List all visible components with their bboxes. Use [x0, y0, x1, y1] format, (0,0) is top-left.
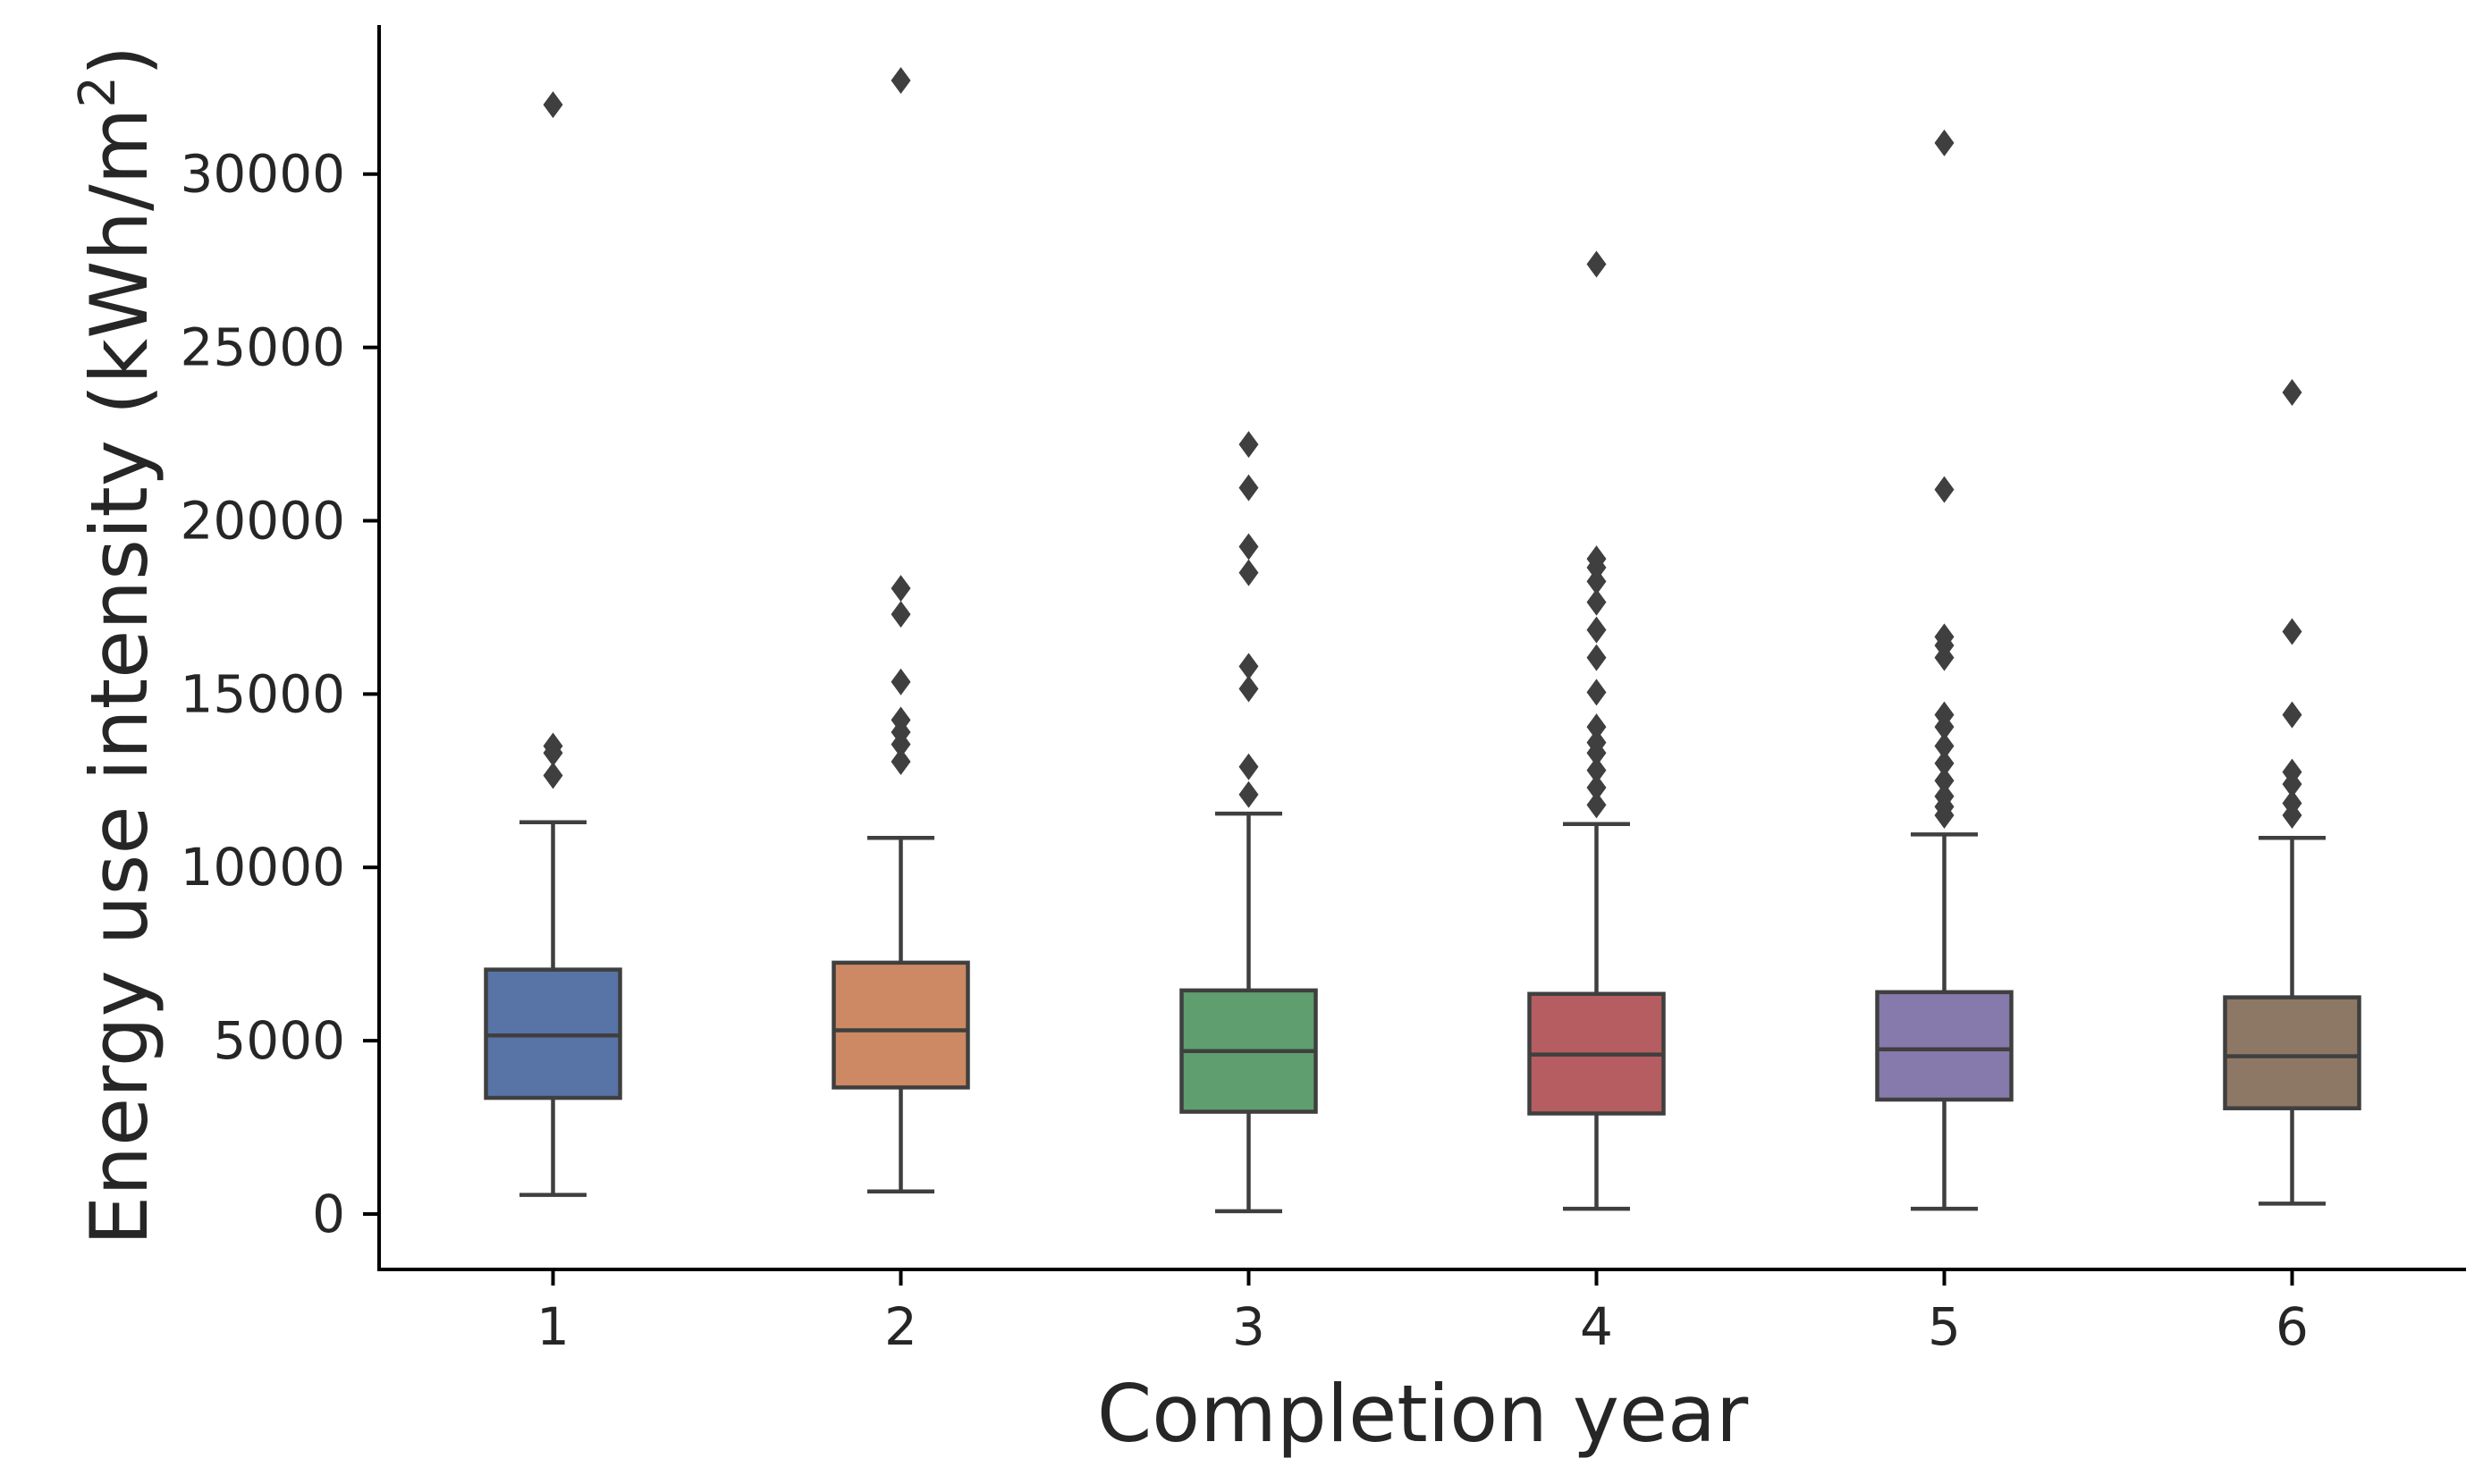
outlier-point — [1934, 767, 1955, 795]
x-tick-label: 3 — [1232, 1296, 1265, 1357]
outlier-point — [1934, 476, 1955, 503]
y-tick-label: 25000 — [180, 317, 345, 378]
outlier-point — [1934, 623, 1955, 651]
outlier-point — [891, 668, 911, 696]
outlier-point — [891, 601, 911, 628]
outlier-point — [891, 575, 911, 603]
box-group-5 — [1875, 129, 2014, 1211]
outlier-point — [1586, 250, 1607, 278]
outlier-point — [1934, 782, 1955, 810]
outlier-point — [1586, 713, 1607, 741]
outlier-point — [1934, 732, 1955, 760]
outlier-point — [891, 67, 911, 95]
outlier-point — [1238, 653, 1259, 680]
y-tick-label: 15000 — [180, 663, 345, 724]
y-axis-ticks: 0 5000 10000 15000 20000 25000 30000 — [180, 144, 379, 1244]
outlier-point — [891, 747, 911, 775]
outlier-point — [1934, 701, 1955, 729]
y-axis-title-superscript: 2 — [69, 76, 127, 108]
box-group-3 — [1179, 431, 1318, 1214]
outlier-point — [2282, 758, 2302, 786]
box-group-2 — [832, 67, 970, 1194]
y-tick-label: 5000 — [213, 1010, 345, 1071]
outlier-point — [1238, 753, 1259, 780]
outlier-point — [1586, 568, 1607, 595]
y-tick-label: 0 — [312, 1184, 345, 1244]
y-axis-title-close: ) — [73, 46, 165, 76]
iqr-box — [832, 960, 970, 1090]
outlier-point — [1238, 533, 1259, 561]
x-tick-label: 6 — [2276, 1296, 2309, 1357]
outlier-point — [1586, 756, 1607, 784]
outlier-point — [1586, 616, 1607, 644]
outlier-point — [2282, 789, 2302, 817]
outlier-point — [1586, 774, 1607, 802]
outlier-point — [1586, 588, 1607, 616]
outlier-point — [891, 706, 911, 734]
outlier-point — [543, 732, 563, 760]
outlier-point — [2282, 701, 2302, 729]
outlier-point — [543, 762, 563, 789]
y-tick-label: 20000 — [180, 490, 345, 551]
outlier-point — [1586, 729, 1607, 756]
outlier-point — [1586, 644, 1607, 671]
outlier-point — [1586, 679, 1607, 706]
iqr-box — [1875, 990, 2014, 1102]
outlier-point — [1238, 780, 1259, 808]
outlier-point — [1934, 129, 1955, 156]
x-tick-label: 2 — [884, 1296, 917, 1357]
box-series — [484, 67, 2361, 1214]
box-group-6 — [2223, 379, 2361, 1206]
x-tick-label: 4 — [1580, 1296, 1613, 1357]
outlier-point — [1934, 749, 1955, 777]
outlier-point — [1586, 545, 1607, 573]
outlier-point — [1586, 791, 1607, 819]
box-group-1 — [484, 91, 622, 1197]
outlier-point — [1238, 675, 1259, 703]
x-axis-ticks: 1 2 3 4 5 6 — [536, 1269, 2309, 1357]
iqr-box — [2223, 995, 2361, 1110]
x-tick-label: 5 — [1928, 1296, 1961, 1357]
outlier-point — [1238, 474, 1259, 502]
box-group-4 — [1527, 250, 1666, 1211]
x-tick-label: 1 — [536, 1296, 570, 1357]
outlier-point — [543, 91, 563, 119]
x-axis-title: Completion year — [1097, 1368, 1749, 1460]
outlier-point — [1238, 559, 1259, 586]
outlier-point — [2282, 618, 2302, 645]
y-axis-title: Energy use intensity (kWh/m2) — [69, 46, 165, 1246]
outlier-point — [2282, 379, 2302, 407]
y-tick-label: 10000 — [180, 837, 345, 898]
outlier-point — [1238, 431, 1259, 459]
y-tick-label: 30000 — [180, 144, 345, 205]
y-axis-title-main: Energy use intensity (kWh/m — [73, 108, 165, 1246]
